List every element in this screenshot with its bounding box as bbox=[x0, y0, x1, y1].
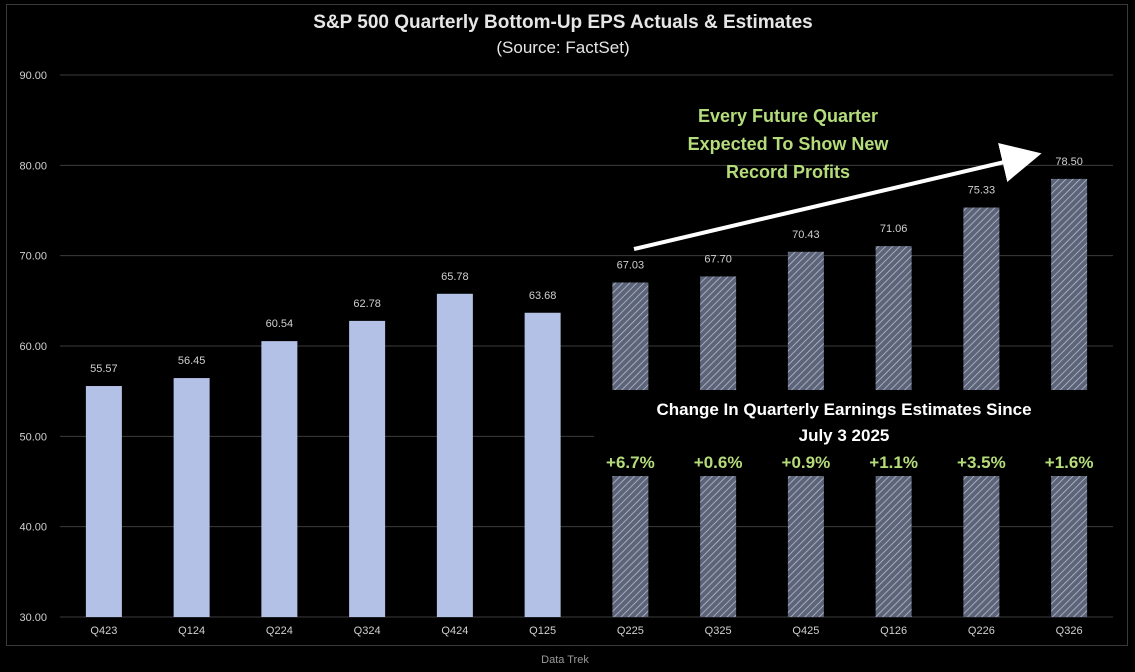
bar-value-label: 65.78 bbox=[441, 271, 469, 283]
data-labels: 55.57 56.45 60.54 62.78 65.78 63.68 67.03 67.70… bbox=[90, 156, 1083, 375]
bar-value-label: 56.45 bbox=[178, 355, 206, 367]
y-tick-label: 90.00 bbox=[19, 70, 47, 82]
estimate-change-label: +3.5% bbox=[957, 453, 1006, 472]
estimate-change-label: +1.1% bbox=[869, 453, 918, 472]
bar-value-label: 75.33 bbox=[968, 185, 996, 197]
actual-bar bbox=[85, 386, 122, 617]
future-note-line-1: Every Future Quarter bbox=[698, 106, 878, 126]
x-tick-label: Q125 bbox=[529, 625, 556, 637]
x-tick-label: Q225 bbox=[617, 625, 644, 637]
y-tick-label: 60.00 bbox=[19, 341, 47, 353]
actual-bar bbox=[349, 320, 386, 617]
x-tick-label: Q425 bbox=[792, 625, 819, 637]
change-title-line-1: Change In Quarterly Earnings Estimates S… bbox=[656, 400, 1031, 419]
bar-value-label: 78.50 bbox=[1055, 156, 1083, 168]
y-tick-label: 70.00 bbox=[19, 251, 47, 263]
x-tick-label: Q324 bbox=[354, 625, 381, 637]
chart-frame bbox=[6, 4, 1128, 646]
x-tick-label: Q124 bbox=[178, 625, 205, 637]
x-tick-label: Q325 bbox=[705, 625, 732, 637]
change-panel bbox=[594, 390, 1114, 476]
change-values: +6.7% +0.6% +0.9% +1.1% +3.5% +1.6% bbox=[606, 453, 1093, 472]
bar-value-label: 67.70 bbox=[704, 253, 732, 265]
bar-value-label: 60.54 bbox=[266, 318, 294, 330]
x-tick-label: Q326 bbox=[1056, 625, 1083, 637]
actual-bar bbox=[173, 378, 210, 617]
estimate-change-label: +6.7% bbox=[606, 453, 655, 472]
x-tick-label: Q224 bbox=[266, 625, 293, 637]
future-note: Every Future Quarter Expected To Show Ne… bbox=[688, 106, 890, 182]
x-axis-ticks: Q423 Q124 Q224 Q324 Q424 Q125 Q225 Q325 Q425 Q126… bbox=[90, 625, 1082, 637]
actual-bar bbox=[261, 341, 298, 617]
future-note-line-2: Expected To Show New bbox=[688, 134, 890, 154]
bar-value-label: 71.06 bbox=[880, 223, 908, 235]
x-tick-label: Q423 bbox=[90, 625, 117, 637]
actual-bar bbox=[524, 312, 561, 617]
estimate-change-label: +0.9% bbox=[782, 453, 831, 472]
actual-bar bbox=[436, 293, 473, 617]
x-tick-label: Q226 bbox=[968, 625, 995, 637]
bar-value-label: 70.43 bbox=[792, 229, 820, 241]
chart-title: S&P 500 Quarterly Bottom-Up EPS Actuals … bbox=[313, 12, 812, 33]
x-tick-label: Q424 bbox=[441, 625, 468, 637]
footer-source: Data Trek bbox=[541, 654, 589, 666]
bar-value-label: 55.57 bbox=[90, 363, 118, 375]
change-title-line-2: July 3 2025 bbox=[799, 426, 890, 445]
y-axis-ticks: 30.00 40.00 50.00 60.00 70.00 80.00 90.00 bbox=[19, 70, 47, 624]
chart-subtitle: (Source: FactSet) bbox=[496, 38, 629, 57]
y-tick-label: 40.00 bbox=[19, 522, 47, 534]
future-note-line-3: Record Profits bbox=[726, 162, 850, 182]
y-tick-label: 30.00 bbox=[19, 612, 47, 624]
estimate-change-label: +1.6% bbox=[1045, 453, 1094, 472]
y-tick-label: 80.00 bbox=[19, 160, 47, 172]
bar-value-label: 67.03 bbox=[617, 259, 645, 271]
bar-value-label: 63.68 bbox=[529, 290, 557, 302]
gridlines bbox=[60, 74, 1113, 618]
trend-arrow bbox=[633, 143, 1042, 251]
x-tick-label: Q126 bbox=[880, 625, 907, 637]
y-tick-label: 50.00 bbox=[19, 431, 47, 443]
estimate-change-label: +0.6% bbox=[694, 453, 743, 472]
bar-value-label: 62.78 bbox=[353, 298, 381, 310]
